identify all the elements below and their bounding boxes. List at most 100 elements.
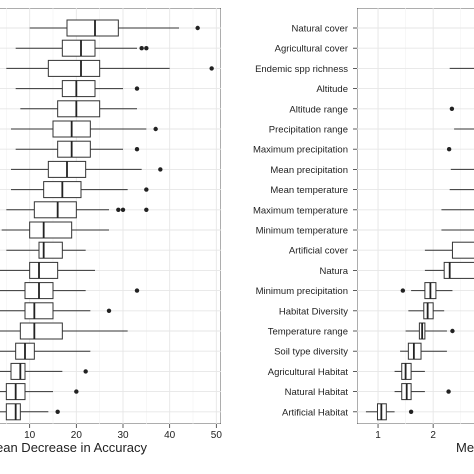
y-category-label: Maximum temperature (253, 205, 348, 216)
y-category-label: Natural Habitat (285, 387, 349, 398)
box-row (6, 59, 214, 77)
box-iqr (38, 241, 63, 259)
panel-plot-area (0, 8, 221, 424)
box-iqr (57, 100, 101, 118)
outlier-point (139, 46, 144, 51)
box-row (0, 322, 128, 340)
box-row (408, 302, 445, 320)
box-row (11, 181, 149, 199)
y-category-label: Soil type diversity (274, 347, 348, 358)
box-row (0, 362, 88, 380)
outlier-point (116, 207, 121, 212)
box-row (400, 282, 453, 300)
outlier-point (134, 86, 140, 91)
box-row (0, 403, 60, 421)
y-category-label: Endemic spp richness (255, 64, 348, 75)
box-row (424, 261, 474, 279)
x-tick-label: 40 (164, 430, 176, 441)
box-row (0, 261, 95, 279)
outlier-point (449, 106, 455, 112)
box-iqr (10, 362, 26, 380)
y-category-label: Temperature range (268, 327, 348, 338)
box-row (400, 342, 447, 360)
box-row (394, 383, 451, 401)
box-iqr (443, 261, 474, 279)
box-row (424, 241, 474, 259)
x-tick-label: 10 (24, 430, 36, 441)
y-category-label: Habitat Diversity (279, 306, 348, 317)
box-iqr (66, 19, 119, 37)
x-tick-label: 50 (211, 430, 223, 441)
outlier-point (450, 328, 455, 334)
x-axis-title: ean Decrease in Accuracy (0, 440, 148, 455)
outlier-point (209, 66, 214, 71)
y-category-label: Artificial Habitat (282, 407, 348, 418)
outlier-point (158, 167, 163, 172)
panel-plot-area (357, 8, 474, 424)
y-category-label: Mean temperature (270, 185, 348, 196)
y-category-label: Minimum temperature (256, 226, 348, 237)
outlier-point (195, 25, 200, 31)
x-axis-title: Mea (456, 440, 474, 455)
box-row (20, 100, 137, 118)
box-iqr (5, 403, 21, 421)
box-row (365, 403, 414, 421)
outlier-point (83, 369, 88, 374)
box-row (15, 80, 140, 98)
outlier-point (400, 288, 406, 293)
y-category-label: Precipitation range (269, 125, 348, 136)
box-iqr (57, 140, 91, 158)
y-category-label: Natural cover (292, 24, 349, 35)
box-row (15, 39, 149, 57)
outlier-point (144, 187, 149, 192)
box-iqr (29, 221, 73, 239)
box-row (405, 322, 455, 340)
box-row (0, 302, 112, 320)
outlier-point (153, 126, 158, 132)
y-category-label: Minimum precipitation (256, 286, 348, 297)
y-category-label: Artificial cover (289, 246, 348, 257)
box-iqr (47, 59, 101, 77)
box-iqr (29, 261, 59, 279)
box-row (0, 282, 140, 300)
outlier-point (74, 389, 79, 394)
box-iqr (33, 201, 77, 219)
box-iqr (19, 322, 63, 340)
outlier-point (55, 409, 60, 414)
outlier-point (408, 409, 414, 414)
x-tick-label: 20 (71, 430, 83, 441)
y-category-label: Altitude range (289, 104, 348, 115)
box-row (0, 342, 91, 360)
outlier-point (144, 46, 149, 51)
box-row (11, 160, 163, 178)
panel-border (0, 8, 221, 424)
box-row (6, 201, 149, 219)
outlier-point (106, 308, 112, 313)
y-category-label: Natura (319, 266, 348, 277)
outlier-point (144, 207, 149, 212)
panel-border (357, 8, 474, 424)
box-row (11, 120, 158, 138)
x-tick-label: 30 (117, 430, 129, 441)
y-category-label: Agricultural cover (275, 44, 348, 55)
box-iqr (61, 80, 96, 98)
box-row (1, 221, 109, 239)
outlier-point (120, 207, 126, 212)
x-tick-label: 1 (375, 430, 381, 441)
box-row (449, 106, 455, 112)
box-iqr (24, 302, 54, 320)
box-row (0, 383, 79, 401)
outlier-point (134, 147, 140, 152)
box-iqr (451, 241, 474, 259)
box-row (446, 147, 452, 152)
y-category-label: Agricultural Habitat (268, 367, 349, 378)
box-row (29, 19, 200, 37)
y-category-label: Mean precipitation (270, 165, 348, 176)
box-row (6, 241, 86, 259)
y-category-label: Altitude (316, 84, 348, 95)
box-row (15, 140, 140, 158)
x-tick-label: 2 (430, 430, 436, 441)
outlier-point (134, 288, 140, 293)
outlier-point (446, 147, 452, 152)
